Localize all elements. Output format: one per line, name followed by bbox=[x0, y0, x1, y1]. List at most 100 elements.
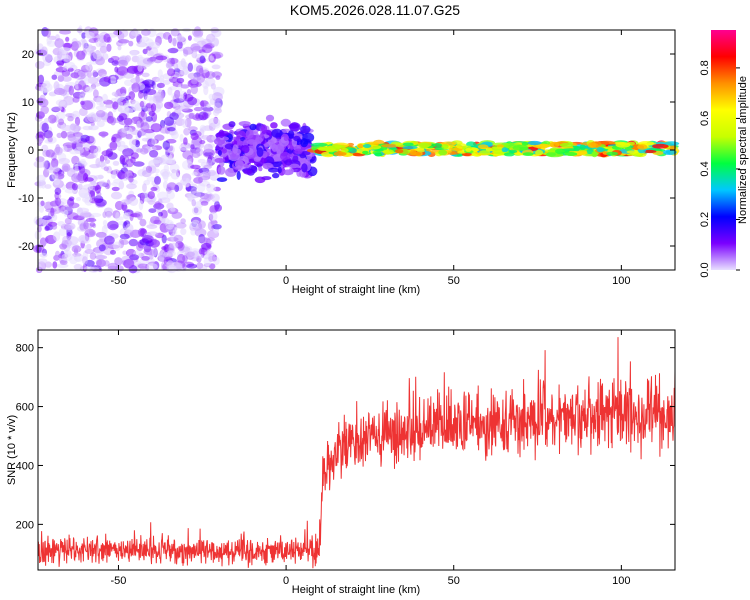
spectrogram-cell bbox=[300, 151, 311, 156]
spectrogram-cell bbox=[139, 38, 146, 47]
spectrogram-cell bbox=[214, 157, 226, 163]
spectrogram-cell bbox=[125, 133, 133, 140]
spectrogram-cell bbox=[54, 38, 64, 49]
spectrogram-cell bbox=[284, 159, 293, 166]
spectrogram-cell bbox=[46, 168, 54, 173]
spectrogram-cell bbox=[150, 186, 158, 192]
spectrogram-cell bbox=[75, 255, 81, 263]
spectrogram-cell bbox=[151, 137, 157, 146]
spectrogram-cell bbox=[166, 202, 174, 210]
spectrogram-cell bbox=[166, 250, 176, 257]
spectrogram-cell bbox=[191, 28, 204, 37]
spectrogram-cell bbox=[329, 144, 346, 150]
spectrogram-cell bbox=[191, 151, 201, 158]
spectrogram-cell bbox=[340, 148, 349, 153]
spectrogram-cell bbox=[182, 255, 188, 263]
spectrogram-cell bbox=[68, 196, 75, 202]
spectrogram-cell bbox=[300, 125, 311, 134]
spectrogram-cell bbox=[395, 149, 404, 154]
spectrogram-cell bbox=[62, 42, 73, 49]
spectrogram-cell bbox=[137, 64, 143, 72]
spectrogram-cell bbox=[150, 103, 157, 112]
spectrogram-cell bbox=[103, 33, 111, 43]
spectrogram-y-label: Frequency (Hz) bbox=[6, 112, 18, 188]
spectrogram-cell bbox=[208, 117, 221, 128]
snr-x-ticks: -50 0 50 100 bbox=[111, 330, 631, 587]
spectrogram-cell bbox=[255, 137, 263, 143]
spectrogram-cell bbox=[128, 175, 134, 183]
spectrogram-cell bbox=[232, 144, 238, 154]
spectrogram-cell bbox=[362, 144, 372, 148]
spectrogram-cell bbox=[88, 228, 94, 237]
spectrogram-cell bbox=[40, 200, 45, 207]
spectrogram-cell bbox=[535, 149, 544, 156]
spectrogram-cell bbox=[110, 76, 117, 84]
spectrogram-cell bbox=[288, 167, 294, 175]
spectrogram-cell bbox=[55, 197, 62, 206]
spectrogram-cell bbox=[103, 224, 108, 229]
spectrogram-cell bbox=[40, 82, 53, 93]
spectrogram-cell bbox=[270, 122, 278, 129]
spectrogram-cell bbox=[71, 245, 82, 253]
spectrogram-cell bbox=[67, 236, 79, 245]
spectrogram-cell bbox=[56, 132, 63, 139]
spectrogram-cell bbox=[146, 224, 158, 230]
spectrogram-cell bbox=[118, 113, 128, 121]
spectrogram-cell bbox=[60, 123, 66, 132]
spectrogram-cell bbox=[123, 212, 129, 220]
spectrogram-cell bbox=[83, 77, 91, 85]
spectrogram-cell bbox=[58, 48, 64, 55]
spectrogram-cell bbox=[211, 64, 221, 70]
spectrogram-cell bbox=[58, 118, 65, 126]
spectrogram-cell bbox=[179, 94, 185, 101]
spectrogram-cell bbox=[117, 39, 130, 44]
spectrogram-cell bbox=[179, 134, 184, 142]
spectrogram-cell bbox=[433, 143, 443, 147]
colorbar-tick-label: 0.0 bbox=[699, 262, 711, 277]
spectrogram-cell bbox=[258, 166, 263, 172]
spectrogram-cell bbox=[596, 147, 604, 153]
spectrogram-cell bbox=[241, 145, 250, 154]
spectrogram-cell bbox=[102, 211, 107, 218]
spectrogram-cell bbox=[349, 147, 357, 154]
spectrogram-cell bbox=[254, 176, 266, 184]
spectrogram-cell bbox=[142, 57, 155, 65]
spectrogram-cell bbox=[72, 96, 80, 103]
spectrogram-cell bbox=[44, 261, 52, 268]
spectrogram-cell bbox=[74, 163, 79, 174]
spectrogram-cell bbox=[99, 102, 105, 108]
spectrogram-cell bbox=[101, 150, 113, 157]
spectrogram-cell bbox=[71, 183, 78, 191]
spectrogram-cell bbox=[53, 81, 60, 91]
spectrogram-cell bbox=[112, 101, 119, 110]
spectrogram-cell bbox=[57, 221, 65, 227]
spectrogram-cell bbox=[78, 80, 86, 91]
spectrogram-cell bbox=[98, 33, 104, 40]
spectrogram-cell bbox=[201, 125, 207, 131]
spectrogram-cell bbox=[164, 116, 175, 127]
spectrogram-cell bbox=[123, 144, 129, 149]
spectrogram-cell bbox=[624, 147, 633, 151]
spectrogram-cell bbox=[187, 96, 198, 106]
spectrogram-cell bbox=[382, 149, 394, 155]
spectrogram-cell bbox=[169, 163, 180, 173]
spectrogram-cell bbox=[41, 122, 49, 133]
spectrogram-cell bbox=[199, 55, 206, 64]
spectrogram-cell bbox=[272, 172, 280, 179]
spectrogram-cell bbox=[591, 151, 598, 158]
spectrogram-cell bbox=[555, 148, 566, 154]
spectrogram-cell bbox=[187, 35, 192, 41]
spectrogram-cell bbox=[134, 140, 141, 148]
spectrogram-cell bbox=[123, 117, 133, 126]
spectrogram-cell bbox=[297, 157, 305, 163]
spectrogram-cell bbox=[199, 140, 206, 145]
spectrogram-cell bbox=[37, 74, 45, 85]
spectrogram-cell bbox=[150, 123, 162, 133]
spectrogram-cell bbox=[662, 149, 677, 155]
spectrogram-cell bbox=[265, 114, 275, 122]
spectrogram-cell bbox=[50, 207, 55, 217]
spectrogram-cell bbox=[183, 245, 193, 252]
spectrogram-cell bbox=[204, 170, 211, 176]
spectrogram-cell bbox=[559, 142, 574, 148]
spectrogram-cell bbox=[288, 130, 295, 139]
